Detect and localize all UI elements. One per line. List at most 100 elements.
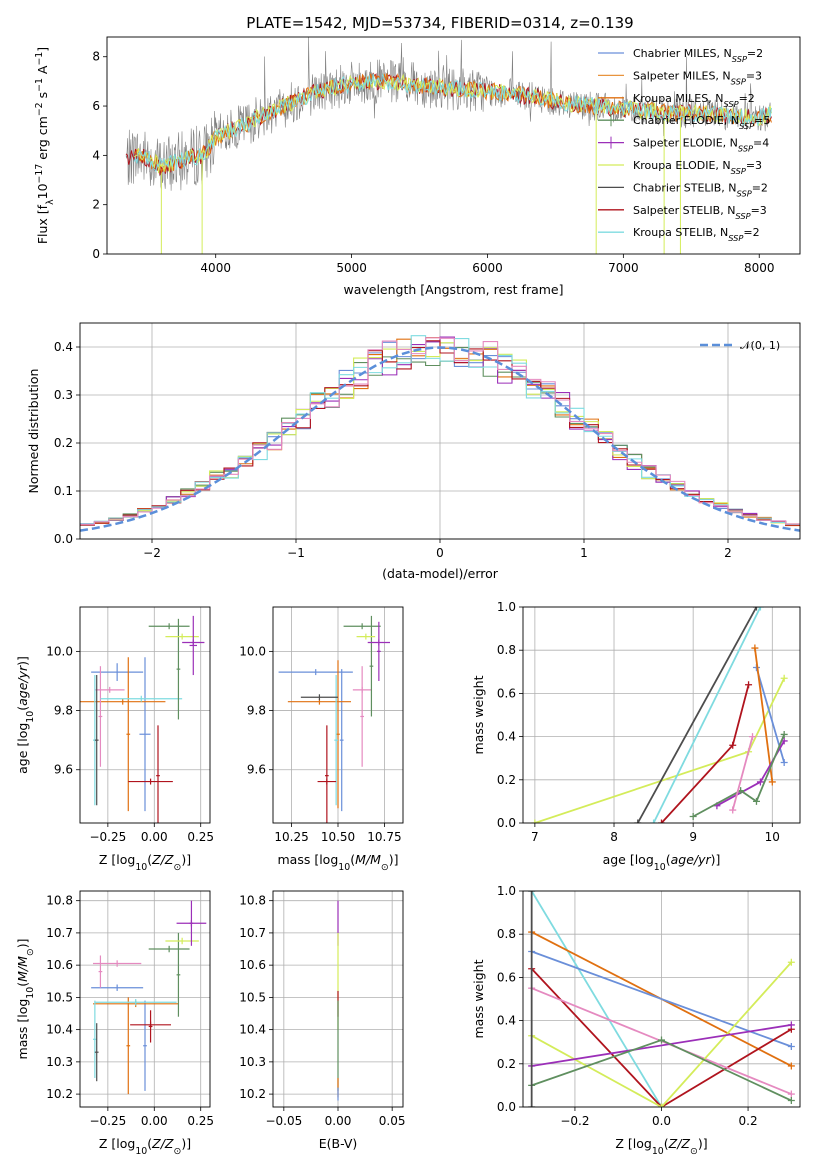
x-tick-label: 0 [436,546,444,560]
y-tick-label: 9.6 [54,763,73,777]
x-tick-label: −0.25 [89,1114,126,1128]
data-point [729,806,737,814]
x-axis-label: age [log10(age/yr)] [603,852,721,873]
x-tick-label: 7 [531,830,539,844]
x-tick-label: 0.00 [141,830,168,844]
data-point [729,741,737,749]
y-axis-label: mass [log10(M/M⊙)] [15,939,36,1060]
x-tick-label: 1 [580,546,588,560]
axes-frame [106,36,801,255]
y-tick-label: 9.8 [54,704,73,718]
data-point [780,759,788,767]
axes-frame [522,606,801,824]
data-point [756,778,764,786]
y-tick-label: 10.8 [239,894,266,908]
y-tick-label: 10.4 [239,1023,266,1037]
y-tick-label: 0.1 [54,484,73,498]
data-point [689,813,697,821]
legend-label: Kroupa STELIB, NSSP=2 [633,226,760,243]
y-tick-label: 10.0 [239,644,266,658]
series-line [731,736,754,811]
data-point [531,819,539,823]
y-tick-label: 10.0 [46,644,73,658]
axes-residuals: −2 −1 0 1 2 0.0 0.1 0.2 0.3 0.4 (data-model)/error… [26,322,801,581]
legend-label: Chabrier ELODIE, NSSP=5 [633,114,770,131]
axes-frame [272,890,404,1108]
x-tick-label: 4000 [200,261,231,275]
y-tick-label: 0.2 [54,436,73,450]
x-tick-label: 0.00 [325,1114,352,1128]
y-tick-label: 0.6 [497,970,516,984]
x-tick-label: 0.0 [652,1114,671,1128]
axes-weight_vs_age: 7 8 9 10 0.0 0.2 0.4 0.6 0.8 1.0 age [log10(age/yr… [471,600,801,873]
legend-label: Chabrier MILES, NSSP=2 [633,47,763,64]
x-tick-label: 7000 [608,261,639,275]
x-axis-label: Z [log10(Z/Z⊙)] [99,1136,191,1157]
figure-title: PLATE=1542, MJD=53734, FIBERID=0314, z=0… [246,14,633,32]
legend-label: Kroupa MILES, NSSP=2 [633,92,755,109]
x-tick-label: 0.25 [187,1114,214,1128]
data-point [787,1097,795,1105]
x-axis-label: Z [log10(Z/Z⊙)] [99,852,191,873]
normal-curve [80,346,800,532]
y-tick-label: 0.8 [497,643,516,657]
y-tick-label: 10.4 [46,1023,73,1037]
data-point [658,1036,665,1044]
y-tick-label: 6 [92,99,100,113]
y-tick-label: 9.8 [247,704,266,718]
data-point [658,1103,665,1107]
y-tick-label: 10.8 [46,894,73,908]
x-tick-label: 0.2 [739,1114,758,1128]
data-point [528,891,536,895]
x-tick-label: −2 [143,546,161,560]
legend-label: Salpeter MILES, NSSP=3 [633,69,762,86]
model-spectrum-line [133,73,772,173]
series-line [530,891,663,1107]
data-point [749,733,757,741]
y-tick-label: 10.5 [46,990,73,1004]
data-point [787,958,795,966]
series-line [692,734,786,818]
data-point [751,644,759,652]
x-tick-label: 0.05 [379,1114,406,1128]
data-point [780,730,788,738]
y-axis-label: Normed distribution [26,369,41,494]
y-tick-label: 0.4 [54,340,73,354]
x-tick-label: −0.2 [560,1114,589,1128]
series-line [531,950,792,1048]
plot-area [80,335,800,532]
data-point [787,1043,795,1051]
data-point [787,1062,795,1070]
data-point [650,819,658,823]
x-tick-label: 6000 [472,261,503,275]
y-tick-label: 0.0 [54,532,73,546]
legend-label: Salpeter STELIB, NSSP=3 [633,204,767,221]
y-tick-label: 10.3 [46,1055,73,1069]
y-tick-label: 10.2 [46,1087,73,1101]
series-line [531,1024,792,1067]
y-tick-label: 1.0 [497,600,516,614]
x-tick-label: 2 [724,546,732,560]
axes-weight_vs_Z: −0.2 0.0 0.2 0.0 0.2 0.4 0.6 0.8 1.0 Z [log10(Z/Z… [471,884,801,1157]
y-tick-label: 4 [92,148,100,162]
series-line [753,647,774,783]
x-axis-label: E(B-V) [319,1136,358,1151]
x-tick-label: −1 [287,546,305,560]
x-tick-label: 10 [765,830,780,844]
x-tick-label: 9 [689,830,697,844]
axes-frame [522,890,801,1108]
x-tick-label: −0.05 [265,1114,302,1128]
x-tick-label: 0.25 [187,830,214,844]
y-tick-label: 10.3 [239,1055,266,1069]
y-tick-label: 10.7 [239,926,266,940]
series-line [531,968,792,1107]
x-tick-label: 0.00 [141,1114,168,1128]
x-tick-label: 10.50 [321,830,355,844]
data-point [745,681,753,689]
data-point [528,1103,536,1107]
x-tick-label: 8000 [744,261,775,275]
y-tick-label: 0.8 [497,927,516,941]
axes-mass_vs_Z: −0.25 0.00 0.25 10.2 10.3 10.4 10.5 10.6 10.7 10.… [15,890,214,1157]
axes-age_vs_Z: −0.25 0.00 0.25 9.6 9.8 10.0 Z [log10(Z/Z⊙)] ag… [15,606,214,873]
x-tick-label: −0.25 [89,830,126,844]
